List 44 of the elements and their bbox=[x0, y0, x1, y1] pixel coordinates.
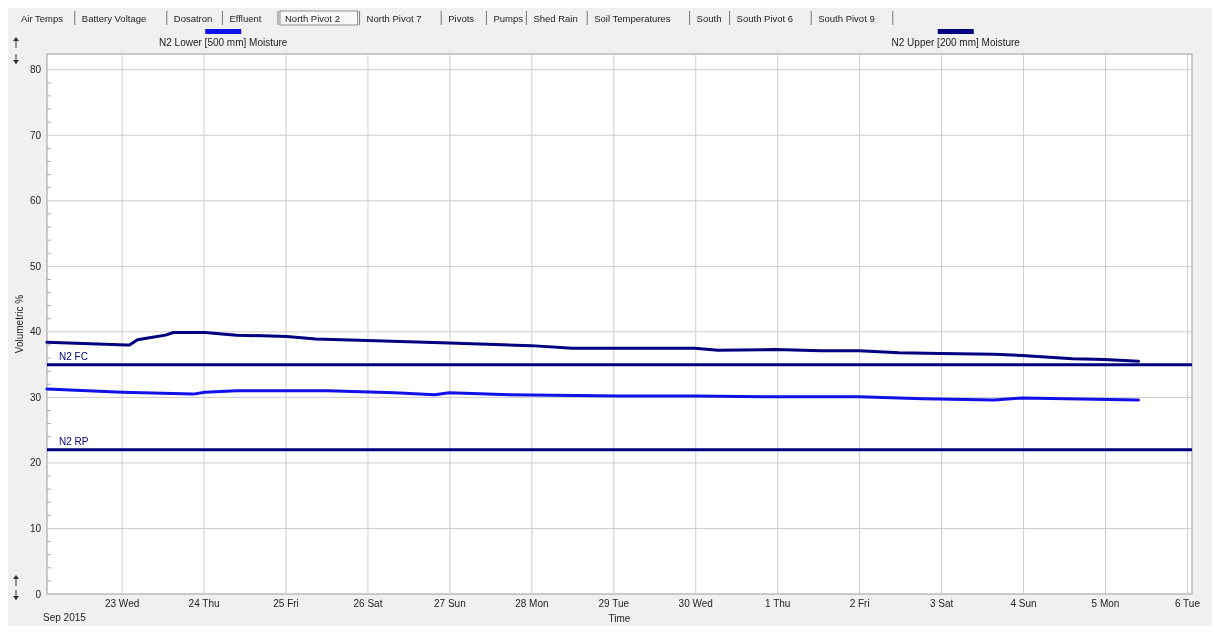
x-tick-label: 30 Wed bbox=[678, 598, 713, 609]
y-tick-label: 50 bbox=[29, 260, 42, 272]
y-tick-label: 30 bbox=[29, 391, 42, 403]
text: Sep 2015 bbox=[43, 612, 87, 623]
text: North Pivot 2 bbox=[285, 13, 340, 24]
text: Soil Temperatures bbox=[594, 13, 671, 24]
x-tick-label: 24 Thu bbox=[188, 598, 220, 609]
y-tick-label: 40 bbox=[29, 326, 42, 338]
x-tick-label: 26 Sat bbox=[353, 598, 383, 609]
y-tick-label: 20 bbox=[29, 457, 42, 469]
line-series bbox=[45, 387, 1141, 402]
ref-line-label: N2 RP bbox=[59, 435, 89, 447]
legend-label: N2 Lower [500 mm] Moisture bbox=[159, 37, 288, 48]
text: Air Temps bbox=[21, 13, 64, 24]
x-tick-label: 25 Fri bbox=[273, 598, 299, 609]
y-axis-title: Volumetric % bbox=[14, 294, 25, 354]
text: Shed Rain bbox=[533, 13, 578, 24]
text: South bbox=[696, 13, 722, 24]
x-tick-label: 5 Mon bbox=[1091, 598, 1120, 609]
text: Pumps bbox=[493, 13, 524, 24]
x-axis-title: Time bbox=[608, 613, 631, 624]
text: Dosatron bbox=[173, 13, 213, 24]
legend-label: N2 Upper [200 mm] Moisture bbox=[891, 37, 1021, 48]
ref-line-label: N2 FC bbox=[59, 350, 88, 362]
x-tick-label: 3 Sat bbox=[929, 598, 954, 609]
text: Battery Voltage bbox=[81, 13, 147, 24]
x-tick-label: 1 Thu bbox=[765, 598, 791, 609]
y-tick-label: 70 bbox=[29, 129, 42, 141]
text: North Pivot 7 bbox=[366, 13, 422, 24]
y-tick-label: 80 bbox=[29, 64, 42, 76]
y-tick-label: 60 bbox=[29, 195, 42, 207]
y-tick-label: 0 bbox=[35, 588, 42, 600]
x-tick-label: 6 Tue bbox=[1174, 598, 1201, 609]
x-tick-label: 23 Wed bbox=[104, 598, 140, 609]
text: South Pivot 6 bbox=[736, 13, 794, 24]
text: South Pivot 9 bbox=[818, 13, 875, 24]
text: Effluent bbox=[229, 13, 262, 24]
x-tick-label: 4 Sun bbox=[1010, 598, 1037, 609]
x-tick-label: 2 Fri bbox=[849, 598, 870, 609]
y-tick-label: 10 bbox=[29, 522, 42, 534]
text: Pivots bbox=[448, 13, 475, 24]
x-tick-label: 28 Mon bbox=[515, 598, 549, 609]
x-tick-label: 29 Tue bbox=[598, 598, 630, 609]
x-tick-label: 27 Sun bbox=[434, 598, 466, 609]
